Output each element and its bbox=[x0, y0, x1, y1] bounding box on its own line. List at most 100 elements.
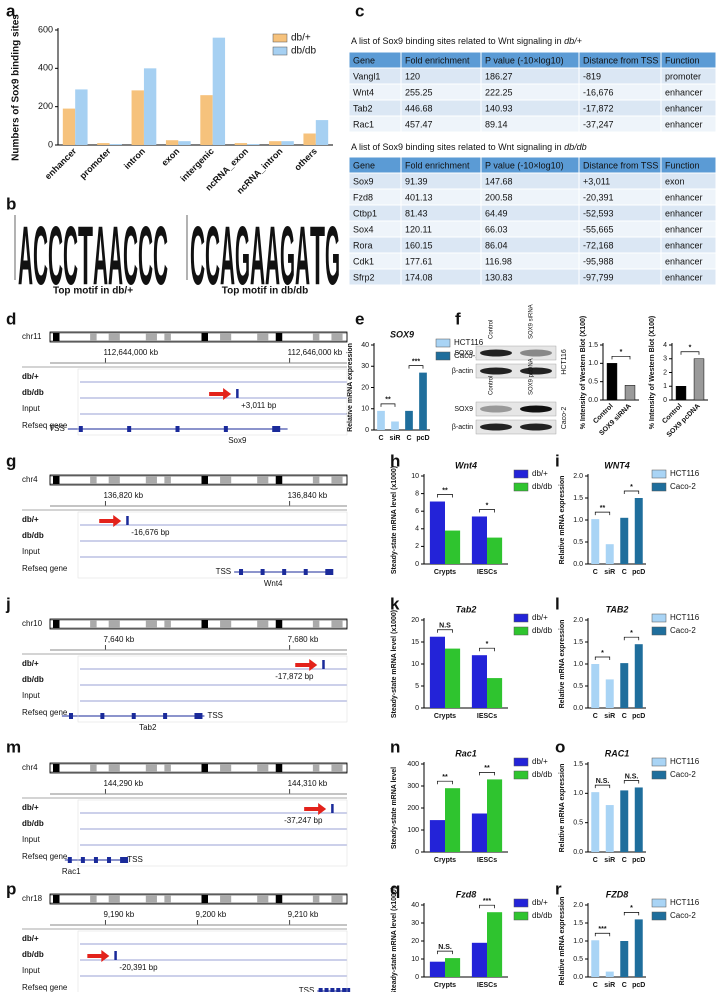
exon bbox=[127, 426, 132, 432]
table-value: -55,665 bbox=[583, 224, 614, 234]
bar bbox=[634, 644, 643, 708]
panel-label: a bbox=[6, 1, 16, 20]
y-tick-label: 400 bbox=[407, 761, 419, 768]
ideogram-box bbox=[49, 331, 348, 343]
y-tick-label: 20 bbox=[411, 938, 419, 945]
y-tick-label: 10 bbox=[411, 956, 419, 963]
y-tick-label: 0.0 bbox=[573, 705, 583, 712]
bar bbox=[471, 655, 487, 708]
x-tick-label: siR bbox=[604, 713, 615, 720]
ideogram-band bbox=[275, 764, 283, 772]
peak bbox=[114, 951, 117, 960]
chart-title: Tab2 bbox=[456, 604, 477, 614]
band bbox=[480, 405, 512, 413]
motif-letter: C bbox=[123, 208, 138, 302]
y-tick-label: 0 bbox=[415, 974, 419, 981]
panel-label: h bbox=[390, 451, 400, 470]
ideogram-band bbox=[53, 895, 60, 903]
panel-label: p bbox=[6, 879, 16, 898]
y-axis-label: Relative mRNA expression bbox=[559, 620, 566, 709]
x-tick-label: IESCs bbox=[477, 569, 497, 576]
legend-swatch bbox=[513, 613, 529, 623]
legend-swatch bbox=[272, 46, 288, 56]
exon bbox=[78, 426, 83, 432]
table-value: -95,988 bbox=[583, 256, 614, 266]
table-header: Gene bbox=[353, 160, 375, 170]
x-tick-label: C bbox=[622, 713, 627, 720]
y-axis-label: Relative mRNA expression bbox=[559, 476, 566, 565]
y-tick-label: 0 bbox=[415, 561, 419, 568]
bar bbox=[405, 410, 413, 430]
lane-label: SOX9 siRNA bbox=[529, 304, 535, 339]
ideogram-band bbox=[53, 333, 60, 341]
bar bbox=[131, 90, 144, 145]
motif-letter: T bbox=[310, 208, 325, 302]
exon bbox=[67, 857, 72, 863]
panel-label: l bbox=[555, 594, 560, 613]
table-value: enhancer bbox=[665, 192, 703, 202]
panel-label: g bbox=[6, 451, 16, 470]
table-value: 120 bbox=[405, 71, 420, 81]
ideogram-band bbox=[220, 476, 232, 484]
significance-bracket bbox=[623, 780, 640, 784]
significance-bracket bbox=[623, 490, 640, 494]
ideogram-band bbox=[312, 620, 320, 628]
ideogram-band bbox=[220, 333, 232, 341]
significance-bracket bbox=[611, 355, 631, 360]
legend-swatch bbox=[435, 351, 451, 361]
legend-label: db/db bbox=[532, 911, 553, 920]
track-label: db/+ bbox=[22, 515, 39, 524]
chart-title: Wnt4 bbox=[455, 460, 477, 470]
bar bbox=[445, 788, 461, 852]
panel-label: b bbox=[6, 194, 16, 213]
y-tick-label: 2 bbox=[415, 543, 419, 550]
ideogram-box bbox=[49, 762, 348, 774]
y-tick-label: 600 bbox=[38, 24, 53, 34]
bar bbox=[445, 530, 461, 564]
bar bbox=[178, 141, 191, 145]
table-value: -37,247 bbox=[583, 119, 614, 129]
x-tick-label: promoter bbox=[78, 146, 113, 181]
ideogram-band bbox=[53, 620, 60, 628]
y-tick-label: 1.5 bbox=[573, 495, 583, 502]
legend-swatch bbox=[651, 911, 667, 921]
peak-label: +3,011 bp bbox=[241, 401, 277, 410]
y-tick-label: 3 bbox=[663, 356, 667, 363]
x-tick-label: Crypts bbox=[434, 857, 456, 864]
track-label: Input bbox=[22, 404, 41, 413]
legend-swatch bbox=[513, 911, 529, 921]
bar bbox=[445, 958, 461, 977]
y-tick-label: 0.5 bbox=[588, 379, 598, 386]
exon bbox=[318, 988, 323, 992]
significance-bracket bbox=[437, 494, 453, 498]
exon bbox=[80, 857, 85, 863]
significance-label: * bbox=[486, 502, 489, 509]
track-label: db/db bbox=[22, 388, 44, 397]
blot-row-label: SOX9 bbox=[454, 406, 473, 413]
peak bbox=[236, 389, 239, 398]
gene-label: Wnt4 bbox=[264, 579, 283, 588]
exon bbox=[175, 426, 180, 432]
bar bbox=[419, 372, 427, 430]
table-value: Sox9 bbox=[353, 176, 374, 186]
significance-bracket bbox=[408, 365, 424, 369]
panel-label: k bbox=[390, 594, 400, 613]
track-label: Input bbox=[22, 966, 41, 975]
table-header: Gene bbox=[353, 55, 375, 65]
ideogram-band bbox=[201, 620, 208, 628]
table-value: 116.98 bbox=[485, 256, 512, 266]
band bbox=[480, 367, 512, 375]
coordinate-label: 144,290 kb bbox=[103, 779, 143, 788]
y-axis-label: Steady-state mRNA level (x1000) bbox=[391, 887, 398, 992]
y-tick-label: 0.0 bbox=[573, 561, 583, 568]
y-tick-label: 15 bbox=[411, 639, 419, 646]
exon bbox=[282, 569, 287, 575]
ideogram-band bbox=[90, 333, 97, 341]
y-tick-label: 1.0 bbox=[573, 517, 583, 524]
x-tick-label: SOX9 pcDNA bbox=[666, 403, 702, 439]
ideogram-band bbox=[201, 476, 208, 484]
table-value: 255.25 bbox=[405, 87, 433, 97]
ideogram-band bbox=[53, 476, 60, 484]
bar bbox=[303, 133, 316, 145]
significance-label: * bbox=[630, 630, 633, 637]
